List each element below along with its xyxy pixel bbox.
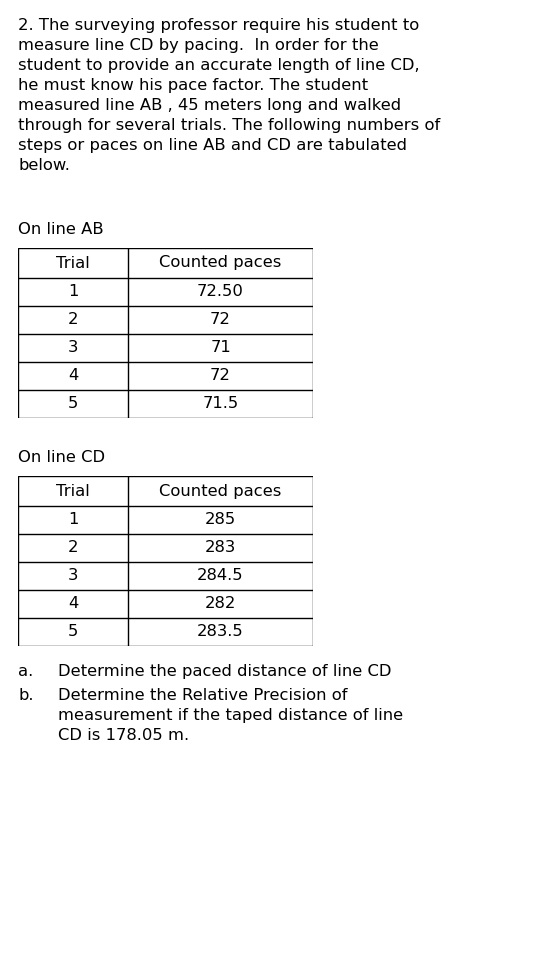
Text: Trial: Trial <box>56 483 90 499</box>
Text: 285: 285 <box>205 512 236 527</box>
Text: 1: 1 <box>68 512 78 527</box>
Text: Determine the Relative Precision of
measurement if the taped distance of line
CD: Determine the Relative Precision of meas… <box>58 688 403 743</box>
Text: 5: 5 <box>68 396 78 411</box>
Text: 2. The surveying professor require his student to
measure line CD by pacing.  In: 2. The surveying professor require his s… <box>18 18 440 174</box>
Text: 2: 2 <box>68 313 78 328</box>
Text: 284.5: 284.5 <box>197 569 244 583</box>
Text: On line AB: On line AB <box>18 222 104 237</box>
Text: 283: 283 <box>205 541 236 555</box>
Text: 283.5: 283.5 <box>197 624 244 640</box>
Text: 72: 72 <box>210 368 231 384</box>
Text: Trial: Trial <box>56 255 90 270</box>
Text: 282: 282 <box>205 596 236 612</box>
Text: Counted paces: Counted paces <box>160 255 282 270</box>
Text: Determine the paced distance of line CD: Determine the paced distance of line CD <box>58 664 391 679</box>
Text: 71: 71 <box>210 340 231 356</box>
Text: 2: 2 <box>68 541 78 555</box>
Text: 72.50: 72.50 <box>197 285 244 299</box>
Text: 4: 4 <box>68 368 78 384</box>
Text: 1: 1 <box>68 285 78 299</box>
Text: a.: a. <box>18 664 33 679</box>
Text: On line CD: On line CD <box>18 450 105 465</box>
Text: 5: 5 <box>68 624 78 640</box>
Text: 72: 72 <box>210 313 231 328</box>
Text: b.: b. <box>18 688 34 703</box>
Text: Counted paces: Counted paces <box>160 483 282 499</box>
Text: 3: 3 <box>68 569 78 583</box>
Text: 4: 4 <box>68 596 78 612</box>
Text: 3: 3 <box>68 340 78 356</box>
Text: 71.5: 71.5 <box>203 396 238 411</box>
